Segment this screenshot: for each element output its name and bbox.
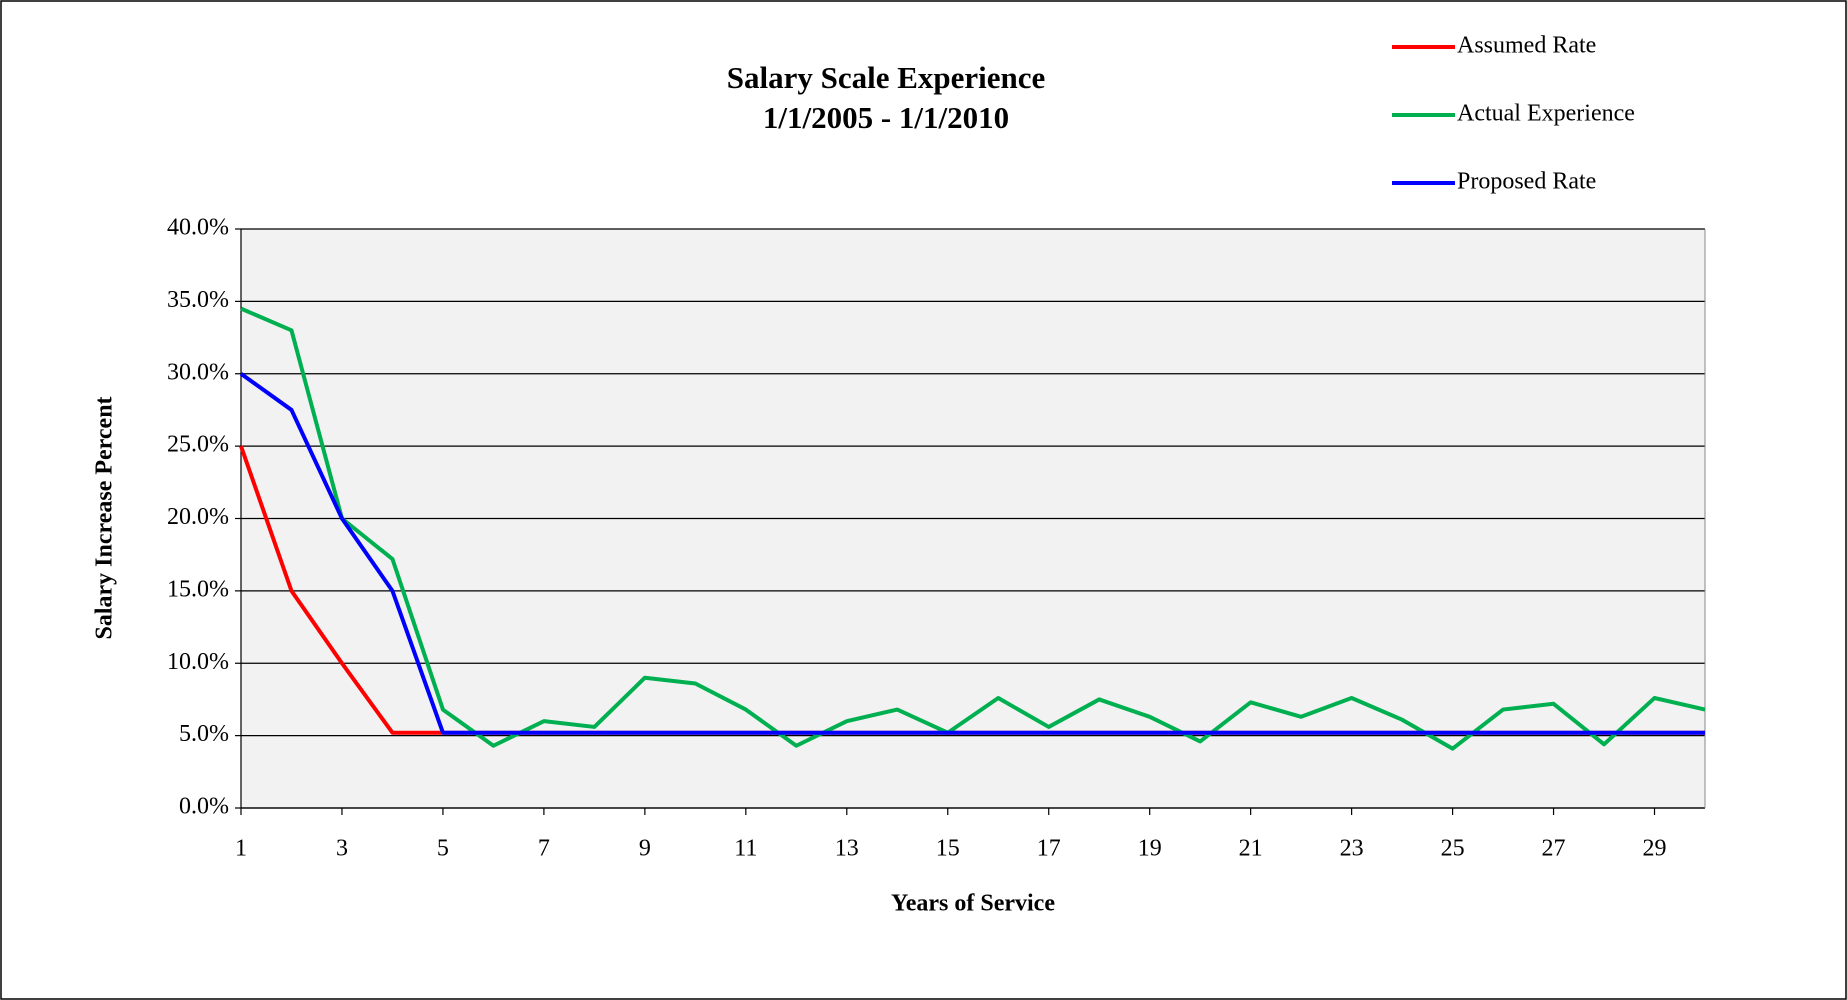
- y-tick-label: 15.0%: [167, 576, 229, 602]
- x-tick-label: 13: [835, 836, 859, 862]
- x-tick-label: 5: [437, 836, 449, 862]
- y-tick-label: 0.0%: [179, 794, 229, 820]
- x-tick-label: 7: [538, 836, 550, 862]
- legend-label: Proposed Rate: [1457, 169, 1596, 195]
- x-tick-label: 19: [1138, 836, 1162, 862]
- legend-label: Actual Experience: [1457, 101, 1635, 127]
- y-tick-label: 5.0%: [179, 721, 229, 747]
- x-tick-label: 1: [235, 836, 247, 862]
- y-tick-label: 10.0%: [167, 649, 229, 675]
- x-tick-label: 9: [639, 836, 651, 862]
- y-tick-label: 25.0%: [167, 432, 229, 458]
- y-tick-label: 35.0%: [167, 287, 229, 313]
- x-axis-title: Years of Service: [891, 891, 1055, 917]
- x-tick-label: 21: [1239, 836, 1263, 862]
- y-tick-label: 20.0%: [167, 504, 229, 530]
- series-line: [240, 306, 1706, 751]
- chart-title: Salary Scale Experience: [727, 60, 1046, 95]
- y-axis-title: Salary Increase Percent: [92, 396, 118, 639]
- x-tick-label: 3: [336, 836, 348, 862]
- y-tick-label: 40.0%: [167, 215, 229, 241]
- series-line: [239, 372, 1705, 735]
- x-tick-label: 17: [1037, 836, 1061, 862]
- y-tick-label: 30.0%: [167, 359, 229, 385]
- x-tick-label: 25: [1441, 836, 1465, 862]
- chart-subtitle: 1/1/2005 - 1/1/2010: [763, 100, 1009, 135]
- legend-label: Assumed Rate: [1457, 33, 1596, 59]
- x-tick-label: 15: [936, 836, 960, 862]
- x-tick-label: 27: [1542, 836, 1566, 862]
- x-tick-label: 29: [1643, 836, 1667, 862]
- x-tick-label: 23: [1340, 836, 1364, 862]
- x-tick-label: 11: [734, 836, 757, 862]
